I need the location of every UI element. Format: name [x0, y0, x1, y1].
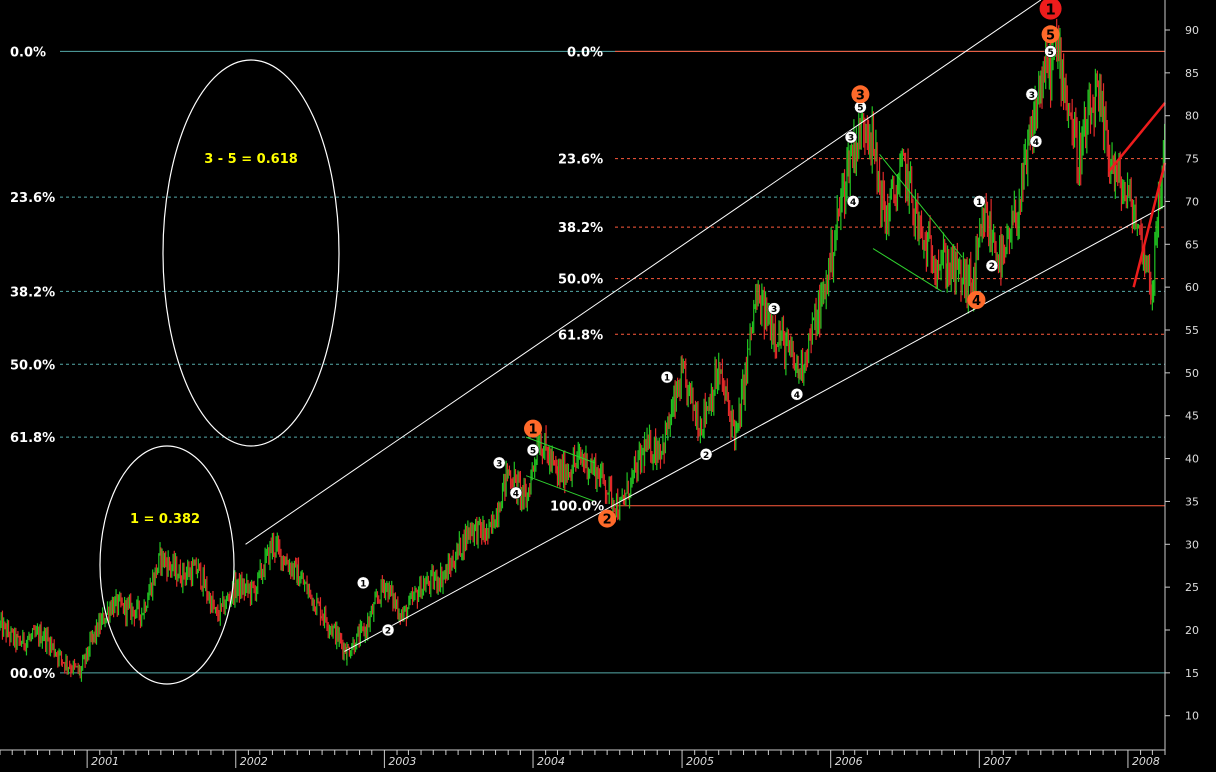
y-tick-label-7: 45	[1185, 410, 1199, 423]
minor-wave-label-6: 2	[703, 451, 709, 461]
minor-wave-circle-14	[1025, 88, 1039, 101]
minor-wave-label-0: 1	[360, 579, 366, 589]
major-wave-circle-0	[524, 419, 543, 438]
minor-wave-label-9: 3	[848, 134, 854, 144]
fib-right-label-0: 0.0%	[567, 45, 603, 60]
minor-wave-circle-7	[767, 302, 781, 315]
ellipse-label-small: 1 = 0.382	[130, 512, 200, 527]
fib-right-label-4: 61.8%	[558, 328, 603, 343]
x-tick-label-7: 2008	[1132, 755, 1160, 768]
ellipse-small	[99, 445, 235, 685]
y-tick-label-13: 75	[1185, 153, 1199, 166]
y-tick-label-1: 15	[1185, 667, 1199, 680]
fib-left-label-0: 0.0%	[10, 45, 46, 60]
minor-wave-label-16: 5	[1047, 48, 1053, 58]
major-wave-label-2: 3	[856, 88, 865, 103]
major-wave-label-0: 1	[529, 423, 538, 438]
y-tick-label-4: 30	[1185, 538, 1199, 551]
y-tick-label-10: 60	[1185, 281, 1199, 294]
y-tick-label-11: 65	[1185, 238, 1199, 251]
minor-wave-label-4: 5	[530, 447, 536, 457]
fib-left-label-1: 23.6%	[10, 191, 55, 206]
minor-wave-circle-8	[790, 388, 804, 401]
minor-wave-circle-11	[846, 195, 860, 208]
x-tick-label-5: 2006	[835, 755, 863, 768]
minor-wave-label-8: 4	[794, 391, 800, 401]
minor-wave-circle-1	[381, 623, 395, 637]
minor-wave-circle-2	[492, 456, 506, 470]
pattern-line-3	[872, 248, 943, 292]
major-wave-circle-4	[1041, 25, 1060, 44]
wedge-line-1	[1132, 162, 1167, 288]
y-tick-label-3: 25	[1185, 581, 1199, 594]
y-tick-label-16: 90	[1185, 24, 1199, 37]
x-tick-label-0: 2001	[91, 755, 119, 768]
x-tick-label-4: 2005	[686, 755, 714, 768]
minor-wave-circle-12	[973, 195, 986, 208]
y-tick-label-12: 70	[1185, 195, 1199, 208]
minor-wave-circle-13	[985, 259, 999, 272]
wedge-line-0	[1107, 102, 1166, 173]
y-tick-label-5: 35	[1185, 495, 1199, 508]
minor-wave-circle-6	[699, 448, 713, 461]
major-wave-label-4: 5	[1046, 28, 1055, 43]
top-wave-circle	[1039, 0, 1062, 20]
major-wave-label-3: 4	[972, 294, 981, 309]
pattern-line-1	[525, 475, 596, 502]
minor-wave-circle-5	[660, 370, 674, 384]
minor-wave-label-14: 3	[1029, 91, 1035, 101]
pattern-line-2	[879, 153, 963, 258]
fib-right-label-2: 38.2%	[558, 221, 603, 236]
fib-right-label-3: 50.0%	[558, 273, 603, 288]
x-tick-label-3: 2004	[537, 755, 565, 768]
fib-right-label-1: 23.6%	[558, 153, 603, 168]
minor-wave-label-5: 1	[664, 374, 670, 384]
minor-wave-circle-9	[844, 130, 858, 144]
pattern-line-0	[525, 436, 596, 464]
minor-wave-circle-3	[509, 486, 523, 500]
x-tick-label-2: 2003	[388, 755, 416, 768]
channel-upper-line	[245, 0, 1042, 545]
ellipse-label-large: 3 - 5 = 0.618	[204, 152, 298, 167]
y-tick-label-14: 80	[1185, 110, 1199, 123]
fib-right-label-5: 100.0%	[550, 500, 604, 515]
minor-wave-label-1: 2	[385, 627, 391, 637]
ellipse-large	[162, 59, 340, 447]
minor-wave-label-2: 3	[496, 459, 502, 469]
major-wave-circle-3	[967, 291, 986, 309]
minor-wave-label-11: 4	[850, 198, 856, 208]
minor-wave-label-12: 1	[976, 198, 982, 208]
major-wave-circle-2	[851, 85, 870, 104]
y-tick-label-6: 40	[1185, 453, 1199, 466]
minor-wave-label-3: 4	[513, 489, 519, 499]
minor-wave-circle-16	[1044, 45, 1057, 58]
minor-wave-label-13: 2	[989, 262, 995, 272]
minor-wave-circle-0	[356, 576, 370, 590]
x-axis-band	[0, 750, 1216, 768]
channel-lower-line	[344, 205, 1166, 652]
minor-wave-circle-15	[1029, 135, 1043, 148]
x-tick-label-6: 2007	[983, 755, 1011, 768]
minor-wave-label-10: 5	[857, 104, 863, 114]
minor-wave-label-7: 3	[771, 305, 777, 315]
y-tick-label-0: 10	[1185, 710, 1199, 723]
major-wave-label-1: 2	[603, 513, 612, 528]
fib-left-label-2: 38.2%	[10, 285, 55, 300]
fib-left-label-4: 61.8%	[10, 431, 55, 446]
major-wave-circle-1	[598, 509, 617, 528]
y-tick-label-9: 55	[1185, 324, 1199, 337]
x-tick-label-1: 2002	[240, 755, 268, 768]
minor-wave-label-15: 4	[1033, 138, 1039, 148]
top-wave-label: 1	[1045, 1, 1055, 19]
y-tick-label-8: 50	[1185, 367, 1199, 380]
fib-left-label-5: 00.0%	[10, 667, 55, 682]
y-tick-label-15: 85	[1185, 67, 1199, 80]
fib-left-label-3: 50.0%	[10, 358, 55, 373]
minor-wave-circle-4	[526, 443, 540, 457]
y-tick-label-2: 20	[1185, 624, 1199, 637]
